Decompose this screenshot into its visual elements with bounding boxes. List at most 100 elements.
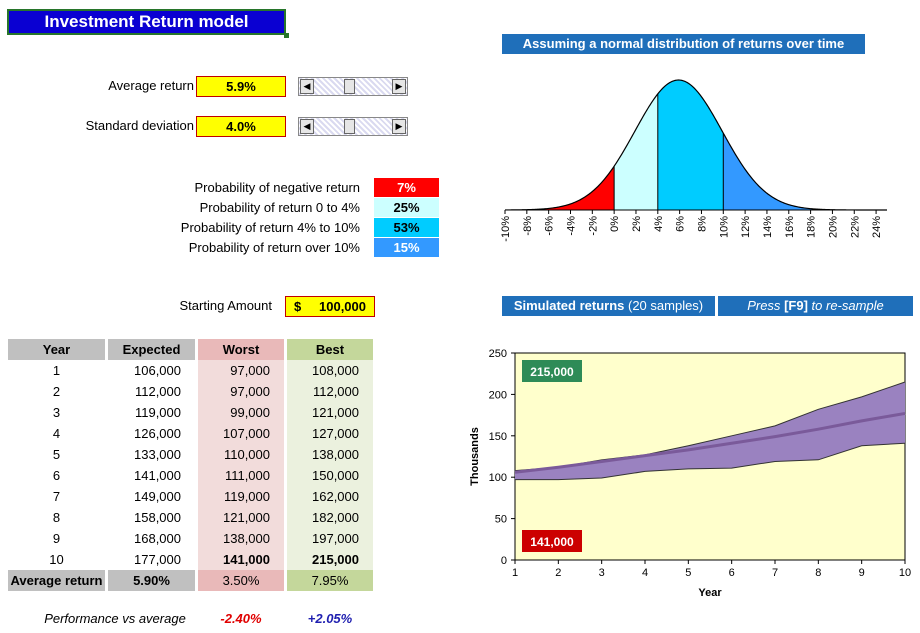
resample-post: to re-sample (811, 298, 884, 313)
x-tick-label: -6% (544, 216, 556, 236)
table-cell: 99,000 (230, 405, 270, 420)
x-tick-label: 14% (762, 216, 774, 238)
distribution-band (614, 93, 658, 210)
table-cell: 10 (49, 552, 64, 567)
table-cell: 3 (52, 405, 61, 420)
avg-return-slider[interactable]: ◀ ▶ (298, 77, 408, 96)
x-tick-label: 9 (859, 567, 865, 579)
worst-value-label: 141,000 (530, 535, 574, 549)
column-header: Worst (198, 339, 284, 360)
performance-best: +2.05% (307, 611, 353, 626)
column-header: Best (287, 339, 373, 360)
table-cell: 141,000 (134, 468, 181, 483)
x-tick-label: 0% (609, 216, 621, 232)
avg-return-field[interactable]: 5.9% (196, 76, 286, 97)
table-cell: 97,000 (230, 363, 270, 378)
table-cell: 158,000 (134, 510, 181, 525)
average-expected: 5.90% (108, 570, 195, 591)
distribution-band (505, 166, 615, 210)
x-tick-label: 6% (675, 216, 687, 232)
resample-banner: Press [F9] to re-sample (718, 296, 913, 316)
column-band (198, 360, 284, 570)
average-worst: 3.50% (198, 570, 284, 591)
x-tick-label: 6 (729, 567, 735, 579)
probability-value: 25% (374, 198, 439, 217)
distribution-chart: -10% -8% -6% -4% -2% 0% 2% 4% 6% 8% 10% 12% 14% 16% 18… (500, 79, 887, 242)
x-tick-label: -4% (565, 216, 577, 236)
starting-amount-value: 100,000 (319, 299, 366, 314)
probability-label: Probability of return over 10% (188, 240, 360, 255)
table-cell: 168,000 (134, 531, 181, 546)
starting-amount-field[interactable]: $ 100,000 (285, 296, 375, 317)
table-cell: 110,000 (223, 447, 270, 462)
scroll-left-icon[interactable]: ◀ (300, 119, 314, 134)
x-tick-label: 16% (784, 216, 796, 238)
probability-value: 53% (374, 218, 439, 237)
x-tick-label: 24% (871, 216, 883, 238)
x-tick-label: 2% (631, 216, 643, 232)
table-cell: 177,000 (134, 552, 181, 567)
x-tick-label: 18% (806, 216, 818, 238)
table-cell: 8 (52, 510, 61, 525)
avg-return-label: Average return (108, 78, 194, 93)
table-cell: 111,000 (224, 468, 270, 483)
column-header: Year (8, 339, 105, 360)
table-cell: 112,000 (134, 384, 181, 399)
y-tick-label: 0 (501, 555, 507, 567)
x-tick-label: 2 (555, 567, 561, 579)
table-cell: 182,000 (312, 510, 359, 525)
probability-label: Probability of negative return (194, 180, 360, 195)
sim-banner-bold: Simulated returns (513, 298, 625, 313)
x-tick-label: 4% (653, 216, 665, 232)
slider-thumb[interactable] (344, 119, 356, 134)
slider-thumb[interactable] (344, 79, 356, 94)
performance-worst: -2.40% (220, 611, 262, 626)
performance-label: Performance vs average (44, 611, 186, 626)
resample-key: [F9] (784, 298, 808, 313)
probability-label: Probability of return 4% to 10% (180, 220, 360, 235)
x-tick-label: 1 (512, 567, 518, 579)
best-value-label: 215,000 (530, 365, 574, 379)
table-cell: 7 (52, 489, 61, 504)
std-dev-field[interactable]: 4.0% (196, 116, 286, 137)
probability-value: 15% (374, 238, 439, 257)
x-tick-label: 12% (740, 216, 752, 238)
probability-value: 7% (374, 178, 439, 197)
x-tick-label: 3 (599, 567, 605, 579)
simulation-chart: 0 50 100 150 200 250 1 2 3 4 5 6 7 8 9 10 Year Thousands 2… (469, 348, 911, 599)
table-cell: 107,000 (223, 426, 270, 441)
x-tick-label: -2% (587, 216, 599, 236)
x-tick-label: -8% (522, 216, 534, 236)
scroll-right-icon[interactable]: ▶ (392, 79, 406, 94)
average-return-label: Average return (8, 570, 105, 591)
std-dev-label: Standard deviation (85, 118, 194, 133)
range-band (515, 381, 905, 480)
x-tick-label: 8% (696, 216, 708, 232)
x-tick-label: 8 (815, 567, 821, 579)
table-cell: 150,000 (312, 468, 359, 483)
table-cell: 215,000 (312, 552, 359, 567)
probability-label: Probability of return 0 to 4% (199, 200, 360, 215)
table-cell: 112,000 (312, 384, 359, 399)
x-tick-label: 20% (827, 216, 839, 238)
x-tick-label: 7 (772, 567, 778, 579)
scroll-right-icon[interactable]: ▶ (392, 119, 406, 134)
average-best: 7.95% (287, 570, 373, 591)
y-tick-label: 200 (489, 389, 507, 401)
currency-symbol: $ (294, 299, 302, 314)
x-tick-label: 22% (849, 216, 861, 238)
worst-value-badge (522, 530, 582, 552)
expected-line (514, 411, 906, 474)
simulated-returns-banner: Simulated returns (20 samples) (502, 296, 715, 316)
x-tick-label: 10 (899, 567, 911, 579)
x-tick-label: 10% (718, 216, 730, 238)
x-tick-label: -10% (500, 216, 512, 242)
table-cell: 197,000 (312, 531, 359, 546)
y-tick-label: 250 (489, 348, 507, 360)
table-cell: 6 (52, 468, 61, 483)
std-dev-slider[interactable]: ◀ ▶ (298, 117, 408, 136)
y-tick-label: 50 (495, 514, 507, 526)
x-axis-label: Year (698, 587, 722, 599)
table-cell: 138,000 (312, 447, 359, 462)
scroll-left-icon[interactable]: ◀ (300, 79, 314, 94)
